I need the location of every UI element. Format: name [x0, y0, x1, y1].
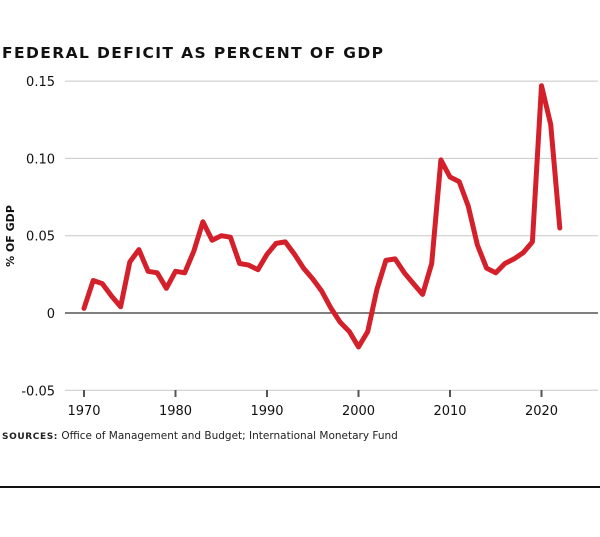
y-tick-label: 0 — [47, 307, 55, 322]
chart-title: FEDERAL DEFICIT AS PERCENT OF GDP — [2, 44, 385, 62]
sources-text: Office of Management and Budget; Interna… — [61, 430, 398, 442]
x-tick-label: 2020 — [525, 404, 558, 419]
y-tick-label: -0.05 — [21, 384, 55, 399]
y-axis-label: % OF GDP — [4, 205, 17, 267]
x-tick-label: 1980 — [159, 404, 192, 419]
x-tick-label: 1970 — [67, 404, 100, 419]
sources-label: SOURCES: — [2, 432, 59, 442]
x-tick-label: 2010 — [433, 404, 466, 419]
deficit-series-line — [81, 83, 563, 350]
sources-note: SOURCES: Office of Management and Budget… — [2, 430, 398, 442]
y-tick-label: 0.05 — [26, 230, 55, 245]
y-tick-label: 0.15 — [26, 75, 55, 90]
y-tick-label: 0.10 — [26, 152, 55, 167]
line-chart: 0.15 0.10 0.05 0 -0.05 1970 1980 1990 2000 2010 20… — [4, 0, 598, 419]
x-tick-label: 1990 — [250, 404, 283, 419]
x-tick-label: 2000 — [342, 404, 375, 419]
footer-rule — [0, 486, 600, 488]
